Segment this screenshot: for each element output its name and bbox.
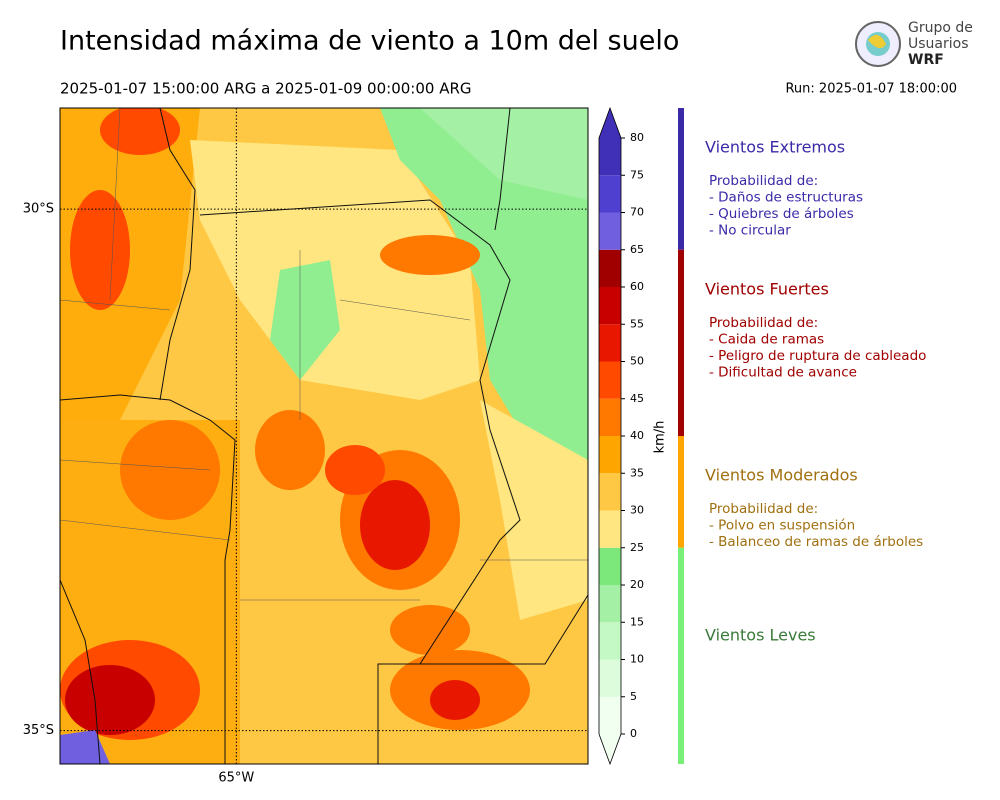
colorbar-band <box>599 324 621 362</box>
legend-line: - Daños de estructuras <box>709 190 863 206</box>
legend-line: Probabilidad de: <box>709 315 818 331</box>
legend-line: - No circular <box>709 223 791 239</box>
colorbar-band <box>599 696 621 734</box>
run: Run: 2025-01-07 18:00:00 <box>785 82 957 97</box>
legend-title: Vientos Moderados <box>705 466 858 485</box>
colorbar-band <box>599 585 621 623</box>
colorbar-band <box>599 138 621 176</box>
colorbar-extend <box>599 108 621 138</box>
colorbar-tick-label: 45 <box>630 392 644 405</box>
lat-label: 30°S <box>23 202 54 217</box>
colorbar-tick-label: 60 <box>630 280 644 293</box>
legend-bar <box>678 547 684 764</box>
colorbar-tick-label: 40 <box>630 429 644 442</box>
colorbar-extend <box>599 734 621 764</box>
colorbar: 0 5 10 15 20 25 30 35 40 45 50 55 60 65 70 75 80 <box>598 106 644 766</box>
legend-line: - Peligro de ruptura de cableado <box>709 348 926 364</box>
legend-title: Vientos Leves <box>705 625 816 644</box>
colorbar-tick-label: 65 <box>630 243 644 256</box>
title: Intensidad máxima de viento a 10m del su… <box>60 26 679 57</box>
map-frame <box>59 107 589 765</box>
colorbar-tick-label: 80 <box>630 131 644 144</box>
legend-title: Vientos Fuertes <box>705 279 829 298</box>
logo: Grupo de Usuarios WRF <box>855 20 973 68</box>
colorbar-band <box>599 510 621 548</box>
colorbar-tick-label: 20 <box>630 578 644 591</box>
colorbar-tick-label: 0 <box>630 727 637 740</box>
colorbar-tick-label: 55 <box>630 317 644 330</box>
period: 2025-01-07 15:00:00 ARG a 2025-01-09 00:… <box>60 80 472 98</box>
lon-label: 65°W <box>218 771 254 786</box>
colorbar-tick-label: 5 <box>630 690 637 703</box>
colorbar-tick-label: 50 <box>630 355 644 368</box>
map-field <box>60 108 588 764</box>
colorbar-band <box>599 659 621 697</box>
colorbar-band <box>599 249 621 287</box>
legend-line: Probabilidad de: <box>709 173 818 189</box>
colorbar-tick-label: 35 <box>630 466 644 479</box>
colorbar-tick-label: 30 <box>630 504 644 517</box>
colorbar-tick-label: 75 <box>630 168 644 181</box>
legend-line: - Quiebres de árboles <box>709 206 854 222</box>
legend-bar <box>678 436 684 548</box>
colorbar-band <box>599 212 621 250</box>
logo-line: Usuarios <box>908 36 969 52</box>
colorbar-label: km/h <box>653 421 668 454</box>
logo-line: WRF <box>908 52 944 68</box>
colorbar-band <box>599 436 621 474</box>
legend-bar <box>678 249 684 436</box>
legend-bar <box>678 108 684 250</box>
colorbar-tick-label: 15 <box>630 615 644 628</box>
legend-line: - Dificultad de avance <box>709 364 857 380</box>
legend-line: - Polvo en suspensión <box>709 518 855 534</box>
colorbar-tick-label: 10 <box>630 653 644 666</box>
colorbar-band <box>599 175 621 213</box>
colorbar-tick-label: 25 <box>630 541 644 554</box>
legend-line: Probabilidad de: <box>709 501 818 517</box>
legend-line: - Balanceo de ramas de árboles <box>709 534 923 550</box>
colorbar-tick-label: 70 <box>630 206 644 219</box>
colorbar-band <box>599 622 621 660</box>
lat-label: 35°S <box>23 723 54 738</box>
logo-line: Grupo de <box>908 20 973 36</box>
legend-title: Vientos Extremos <box>705 138 845 157</box>
legend-line: - Caida de ramas <box>709 331 824 347</box>
colorbar-band <box>599 473 621 511</box>
colorbar-band <box>599 287 621 325</box>
colorbar-band <box>599 398 621 436</box>
colorbar-band <box>599 547 621 585</box>
colorbar-band <box>599 361 621 399</box>
